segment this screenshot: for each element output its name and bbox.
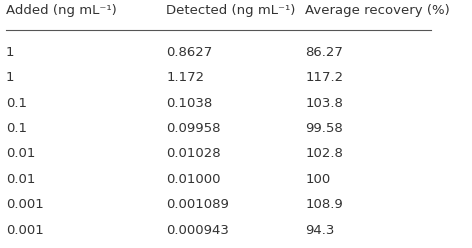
Text: 0.001089: 0.001089: [167, 198, 229, 211]
Text: 0.09958: 0.09958: [167, 122, 221, 135]
Text: 99.58: 99.58: [305, 122, 343, 135]
Text: Added (ng mL⁻¹): Added (ng mL⁻¹): [6, 4, 117, 17]
Text: 0.01: 0.01: [6, 173, 35, 186]
Text: 0.001: 0.001: [6, 224, 43, 237]
Text: 0.1: 0.1: [6, 97, 27, 110]
Text: 0.01028: 0.01028: [167, 148, 221, 160]
Text: 0.01000: 0.01000: [167, 173, 221, 186]
Text: 0.000943: 0.000943: [167, 224, 229, 237]
Text: Average recovery (%): Average recovery (%): [305, 4, 450, 17]
Text: 117.2: 117.2: [305, 71, 344, 84]
Text: 108.9: 108.9: [305, 198, 343, 211]
Text: 0.1038: 0.1038: [167, 97, 213, 110]
Text: 94.3: 94.3: [305, 224, 335, 237]
Text: 86.27: 86.27: [305, 46, 343, 59]
Text: 0.1: 0.1: [6, 122, 27, 135]
Text: 103.8: 103.8: [305, 97, 343, 110]
Text: 100: 100: [305, 173, 330, 186]
Text: 0.001: 0.001: [6, 198, 43, 211]
Text: 1: 1: [6, 46, 14, 59]
Text: 102.8: 102.8: [305, 148, 343, 160]
Text: 0.8627: 0.8627: [167, 46, 213, 59]
Text: 1.172: 1.172: [167, 71, 204, 84]
Text: Detected (ng mL⁻¹): Detected (ng mL⁻¹): [167, 4, 296, 17]
Text: 0.01: 0.01: [6, 148, 35, 160]
Text: 1: 1: [6, 71, 14, 84]
